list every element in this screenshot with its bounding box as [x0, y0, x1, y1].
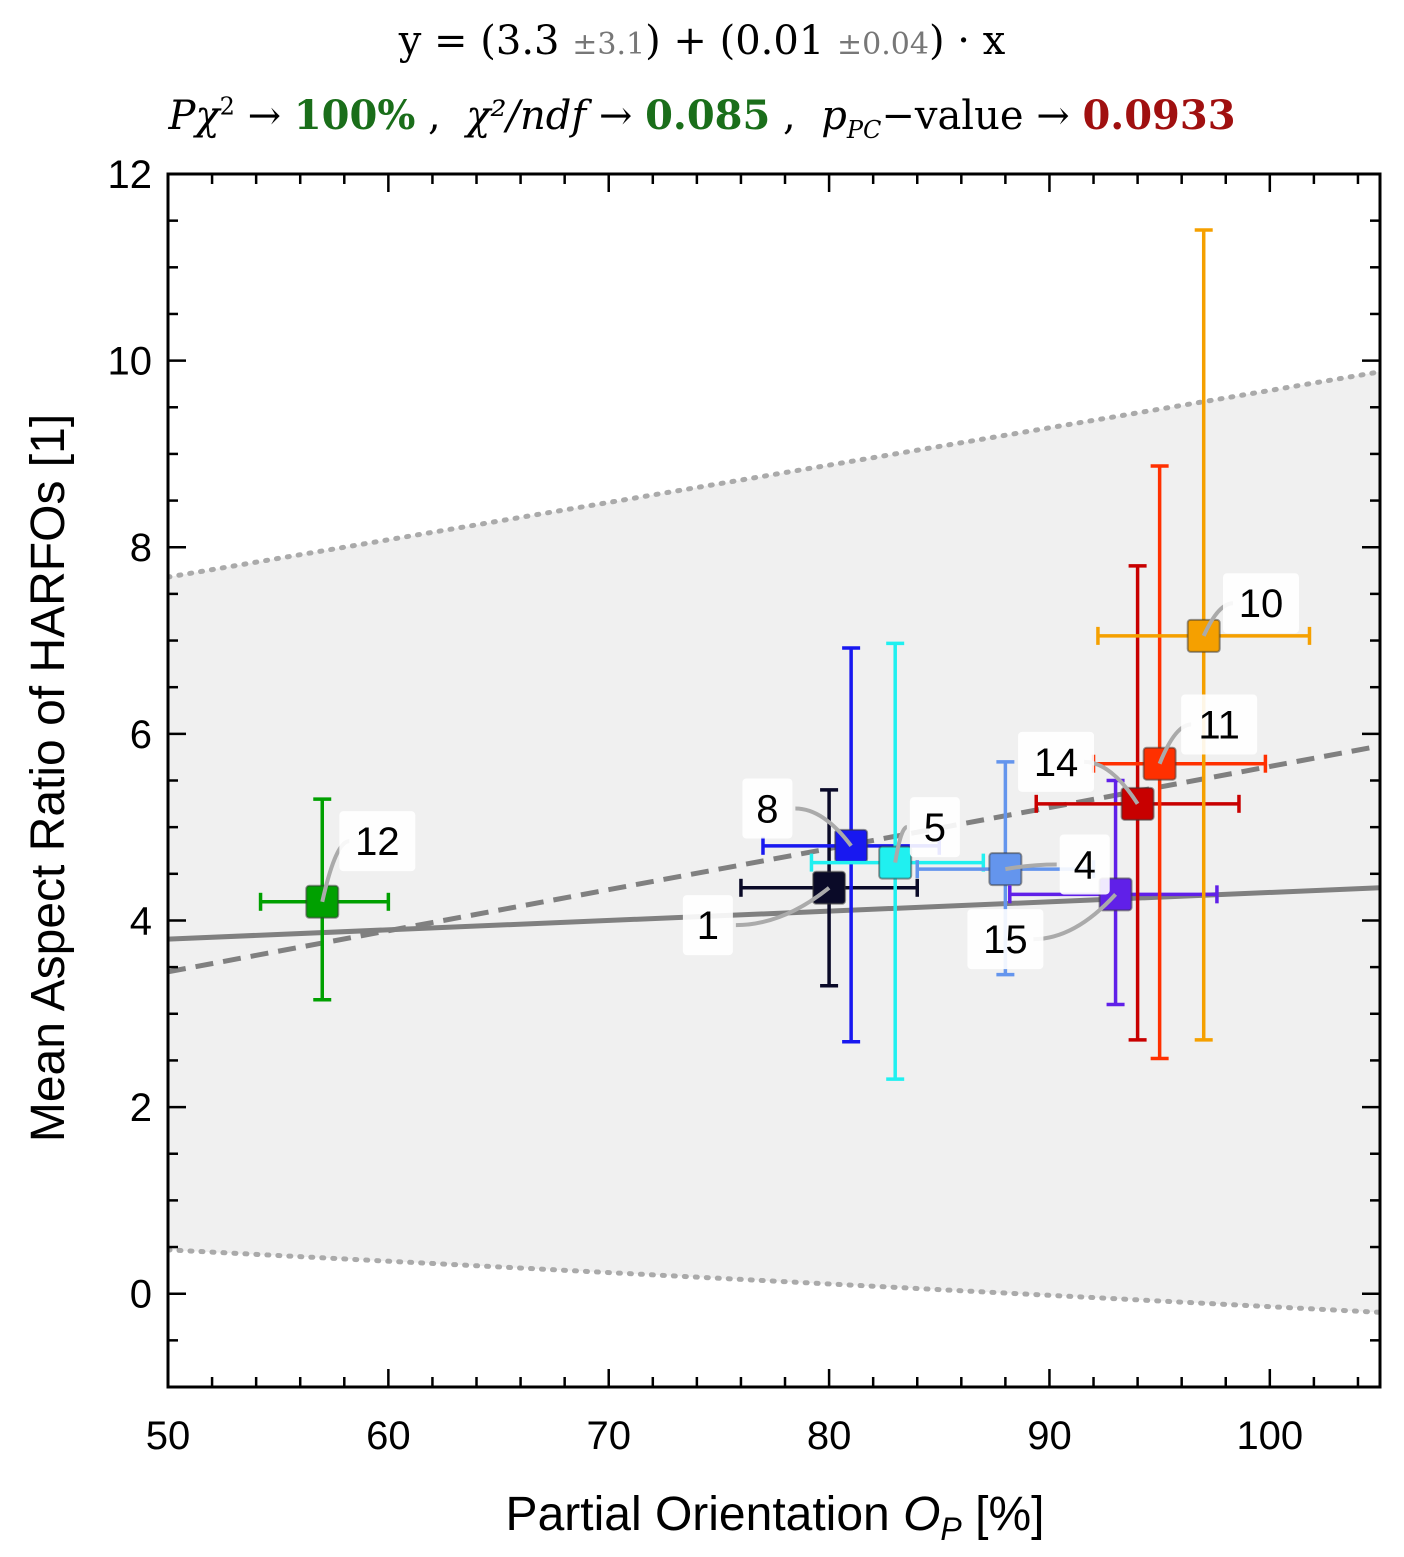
point-label: 10 — [1239, 582, 1284, 626]
ppc-label: p — [821, 93, 847, 139]
y-tick-label: 0 — [130, 1273, 152, 1317]
point-label-group: 1 — [682, 886, 831, 956]
y-tick-label: 4 — [130, 899, 152, 943]
point-label-group: 14 — [1018, 731, 1140, 805]
fit-slope-uncertainty: ±0.04 — [837, 27, 929, 62]
point-label: 15 — [983, 918, 1028, 962]
plot-frame: 50 60 70 80 90 100 0 2 4 6 8 10 12 — [108, 153, 1382, 1458]
fit-statistics-title: Pχ2 → 100% , χ²/ndf → 0.085 , pPC−value … — [168, 92, 1236, 144]
label-background — [967, 909, 1044, 970]
point-label: 1 — [697, 904, 719, 948]
point-label-group: 8 — [742, 778, 853, 848]
fit-equation-prefix: y = (3.3 — [398, 18, 560, 64]
label-connector — [735, 886, 831, 928]
fit-equation-title: y = (3.3 ±3.1) + (0.01 ±0.04) · x — [0, 18, 1404, 64]
label-connector — [795, 806, 853, 848]
arrow-glyph: → — [598, 93, 633, 139]
x-axis-label: Partial Orientation OP [%] — [506, 1488, 1045, 1547]
point-label: 4 — [1074, 843, 1096, 887]
point-label-group: 11 — [1157, 694, 1258, 765]
arrow-glyph: → — [1036, 93, 1070, 139]
point-label: 5 — [924, 806, 946, 850]
label-background — [1223, 573, 1300, 634]
point-labels: 12 1 8 5 4 15 14 11 10 — [320, 573, 1300, 970]
y-tick-label: 2 — [130, 1086, 152, 1130]
fit-line — [168, 885, 1380, 942]
pchi-label: Pχ — [168, 93, 220, 139]
point-label-group: 10 — [1201, 573, 1300, 637]
dashed-fit-line — [168, 743, 1380, 975]
x-tick-label: 60 — [366, 1414, 411, 1458]
pchi-value: 100% — [293, 92, 416, 139]
fit-equation-middle: ) + (0.01 — [645, 18, 825, 64]
label-background — [1181, 694, 1258, 755]
point-label-group: 4 — [1005, 834, 1110, 895]
chi-ndf-label: χ²/ndf — [466, 93, 587, 139]
x-tick-label: 70 — [586, 1414, 631, 1458]
y-tick-label: 12 — [108, 153, 153, 197]
y-axis-label: Mean Aspect Ratio of HARFOs [1] — [22, 414, 75, 1142]
label-background — [742, 778, 793, 839]
band-upper-edge — [168, 369, 1380, 580]
fit-equation-suffix: ) · x — [928, 18, 1006, 64]
fit-intercept-uncertainty: ±3.1 — [572, 27, 646, 62]
point-label-group: 12 — [320, 811, 416, 903]
label-connector — [1005, 862, 1057, 872]
label-background — [339, 811, 416, 872]
y-tick-label: 6 — [130, 713, 152, 757]
x-tick-label: 50 — [146, 1414, 191, 1458]
ppc-suffix: −value — [881, 93, 1024, 139]
label-background — [1059, 834, 1110, 895]
label-background — [1018, 731, 1095, 792]
fit-lines — [168, 743, 1380, 975]
band-lower-edge — [168, 1247, 1380, 1315]
ppc-subscript: PC — [846, 116, 882, 144]
point-label: 12 — [355, 820, 400, 864]
x-tick-label: 100 — [1236, 1414, 1303, 1458]
label-connector — [893, 825, 908, 863]
point-label-group: 15 — [967, 892, 1118, 970]
label-background — [682, 895, 733, 956]
point-label: 11 — [1198, 704, 1240, 748]
point-label: 8 — [756, 787, 778, 831]
point-label: 14 — [1034, 741, 1079, 785]
chi-ndf-value: 0.085 — [645, 92, 771, 139]
ppc-value: 0.0933 — [1082, 92, 1236, 139]
y-tick-label: 8 — [130, 526, 152, 570]
label-background — [909, 797, 960, 858]
confidence-band-fill — [168, 371, 1380, 1313]
x-tick-label: 80 — [807, 1414, 852, 1458]
point-label-group: 5 — [893, 797, 960, 863]
arrow-glyph: → — [247, 93, 282, 139]
y-tick-label: 10 — [108, 340, 153, 384]
x-tick-label: 90 — [1027, 1414, 1072, 1458]
confidence-band — [168, 369, 1380, 1315]
